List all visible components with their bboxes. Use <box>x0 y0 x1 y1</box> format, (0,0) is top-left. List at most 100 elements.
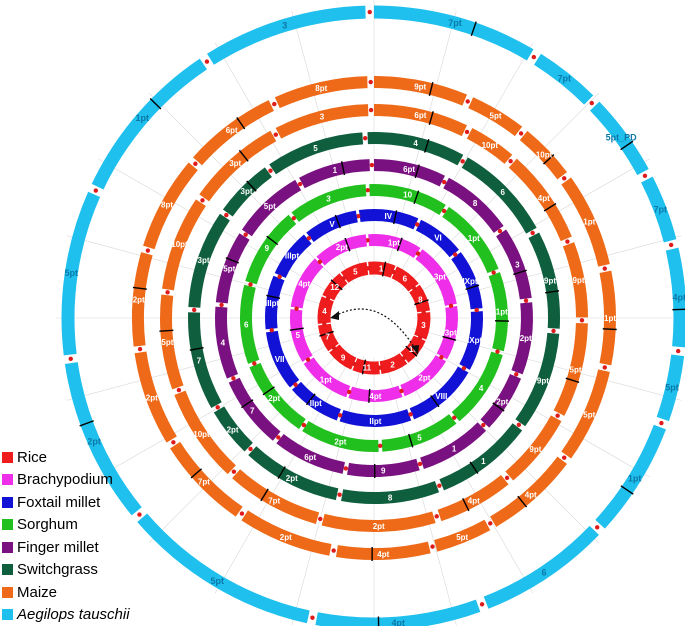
chromosome-segment <box>358 209 419 230</box>
chromosome-segment <box>369 184 446 216</box>
chromosome-segment <box>373 159 445 187</box>
segment-label: 5 <box>296 331 301 340</box>
chromosome-segment <box>459 311 483 370</box>
legend-label-sorghum: Sorghum <box>17 516 78 534</box>
centromere-marker <box>331 345 337 351</box>
breakpoint-marker <box>319 330 334 337</box>
centromere-marker <box>491 270 496 275</box>
segment-label: 5 <box>353 268 358 277</box>
centromere-marker <box>318 516 323 522</box>
centromere-marker <box>365 187 370 193</box>
centromere-marker <box>293 382 298 387</box>
chromosome-segment <box>533 53 594 105</box>
chromosome-segment <box>228 377 281 441</box>
segment-label: 7pt <box>653 205 667 215</box>
centromere-marker <box>239 511 245 516</box>
chromosome-segment <box>249 362 306 430</box>
chromosome-segment <box>400 354 447 397</box>
centromere-marker <box>452 252 458 257</box>
legend-swatch-aegilops <box>2 609 13 621</box>
legend-item-brachypodium: Brachypodium <box>2 469 130 492</box>
centromere-marker <box>555 413 560 418</box>
segment-label: 5 <box>417 434 422 443</box>
segment-label: 10pt <box>536 150 553 159</box>
segment-label: 3pt <box>198 256 210 265</box>
chromosome-segment <box>137 513 310 624</box>
segment-label: 2pt <box>286 474 298 483</box>
curved-arrow <box>330 308 419 355</box>
chromosome-segment <box>174 390 236 475</box>
segment-label: VII <box>275 355 285 364</box>
centromere-marker <box>464 129 470 135</box>
chromosome-segment <box>291 184 367 222</box>
segment-label: 7 <box>325 333 330 342</box>
segment-label: 5pt <box>264 202 276 211</box>
centromere-marker <box>495 349 500 354</box>
segment-label: 9pt <box>573 276 585 285</box>
chromosome-segment <box>316 234 368 266</box>
legend-swatch-maize <box>2 586 13 598</box>
segment-label: 7pt <box>448 18 462 28</box>
chromosome-segment <box>207 5 366 65</box>
centromere-marker <box>430 544 435 549</box>
centromere-marker <box>356 214 361 219</box>
chromosome-segment <box>215 233 250 304</box>
chromosome-segment <box>561 369 610 459</box>
segment-label: 3 <box>421 321 426 330</box>
segment-label: 2pt <box>520 334 532 343</box>
breakpoint-marker <box>241 399 254 409</box>
centromere-marker <box>642 173 648 179</box>
chromosome-segment <box>91 58 208 190</box>
centromere-marker <box>343 466 349 471</box>
breakpoint-marker <box>225 257 240 264</box>
chromosome-segment <box>321 511 436 532</box>
legend-label-finger-millet: Finger millet <box>17 538 99 556</box>
segment-label: 6pt <box>403 165 415 174</box>
segment-label: 11 <box>363 364 372 373</box>
centromere-marker <box>415 222 420 227</box>
segment-label: 4pt <box>468 497 480 506</box>
breakpoint-marker <box>149 97 162 110</box>
chromosome-segment <box>348 385 403 402</box>
chromosome-segment <box>315 599 481 626</box>
chromosome-segment <box>443 177 504 233</box>
segment-label: 4pt <box>377 550 389 559</box>
chromosome-segment <box>367 132 464 166</box>
ring-brachypodium: 1pt 3pt 3pt 2pt 4pt 1pt 5 4pt 2pt <box>289 234 458 403</box>
centromere-marker <box>508 158 513 164</box>
centromere-marker <box>176 387 182 393</box>
ring-finger-millet: 6pt 8 3 2pt 2pt 1 9 6pt 7 4 5pt 5pt 1 <box>215 159 533 479</box>
centromere-marker <box>248 446 253 452</box>
breakpoint-marker <box>428 82 434 96</box>
centromere-marker <box>248 282 253 287</box>
chromosome-segment <box>241 179 302 237</box>
segment-label: 10pt <box>171 240 188 249</box>
centromere-marker <box>411 285 417 291</box>
segment-label: 2pt <box>280 533 292 542</box>
segment-label: 4pt <box>391 618 405 626</box>
chromosome-segment <box>415 219 459 258</box>
breakpoint-marker <box>442 335 457 341</box>
segment-label: 2pt <box>336 243 348 252</box>
breakpoint-marker <box>545 290 560 294</box>
centromere-marker <box>252 361 257 366</box>
breakpoint-marker <box>381 261 387 277</box>
segment-label: 4 <box>322 307 327 316</box>
centromere-marker <box>391 269 396 275</box>
segment-label: 3 <box>515 260 520 269</box>
chromosome-segment <box>160 294 184 390</box>
breakpoint-marker <box>246 180 257 192</box>
chromosome-segment <box>451 351 503 422</box>
segment-label: 2pt <box>496 397 508 406</box>
chromosome-segment <box>143 162 198 250</box>
centromere-marker <box>437 483 442 488</box>
centromere-marker <box>331 548 336 553</box>
centromere-marker <box>231 376 236 381</box>
centromere-marker <box>204 59 210 64</box>
legend-swatch-switchgrass <box>2 564 13 576</box>
chromosome-segment <box>442 206 499 274</box>
legend-label-switchgrass: Switchgrass <box>17 561 98 579</box>
chromosome-segment <box>373 5 534 61</box>
breakpoint-marker <box>602 328 617 331</box>
